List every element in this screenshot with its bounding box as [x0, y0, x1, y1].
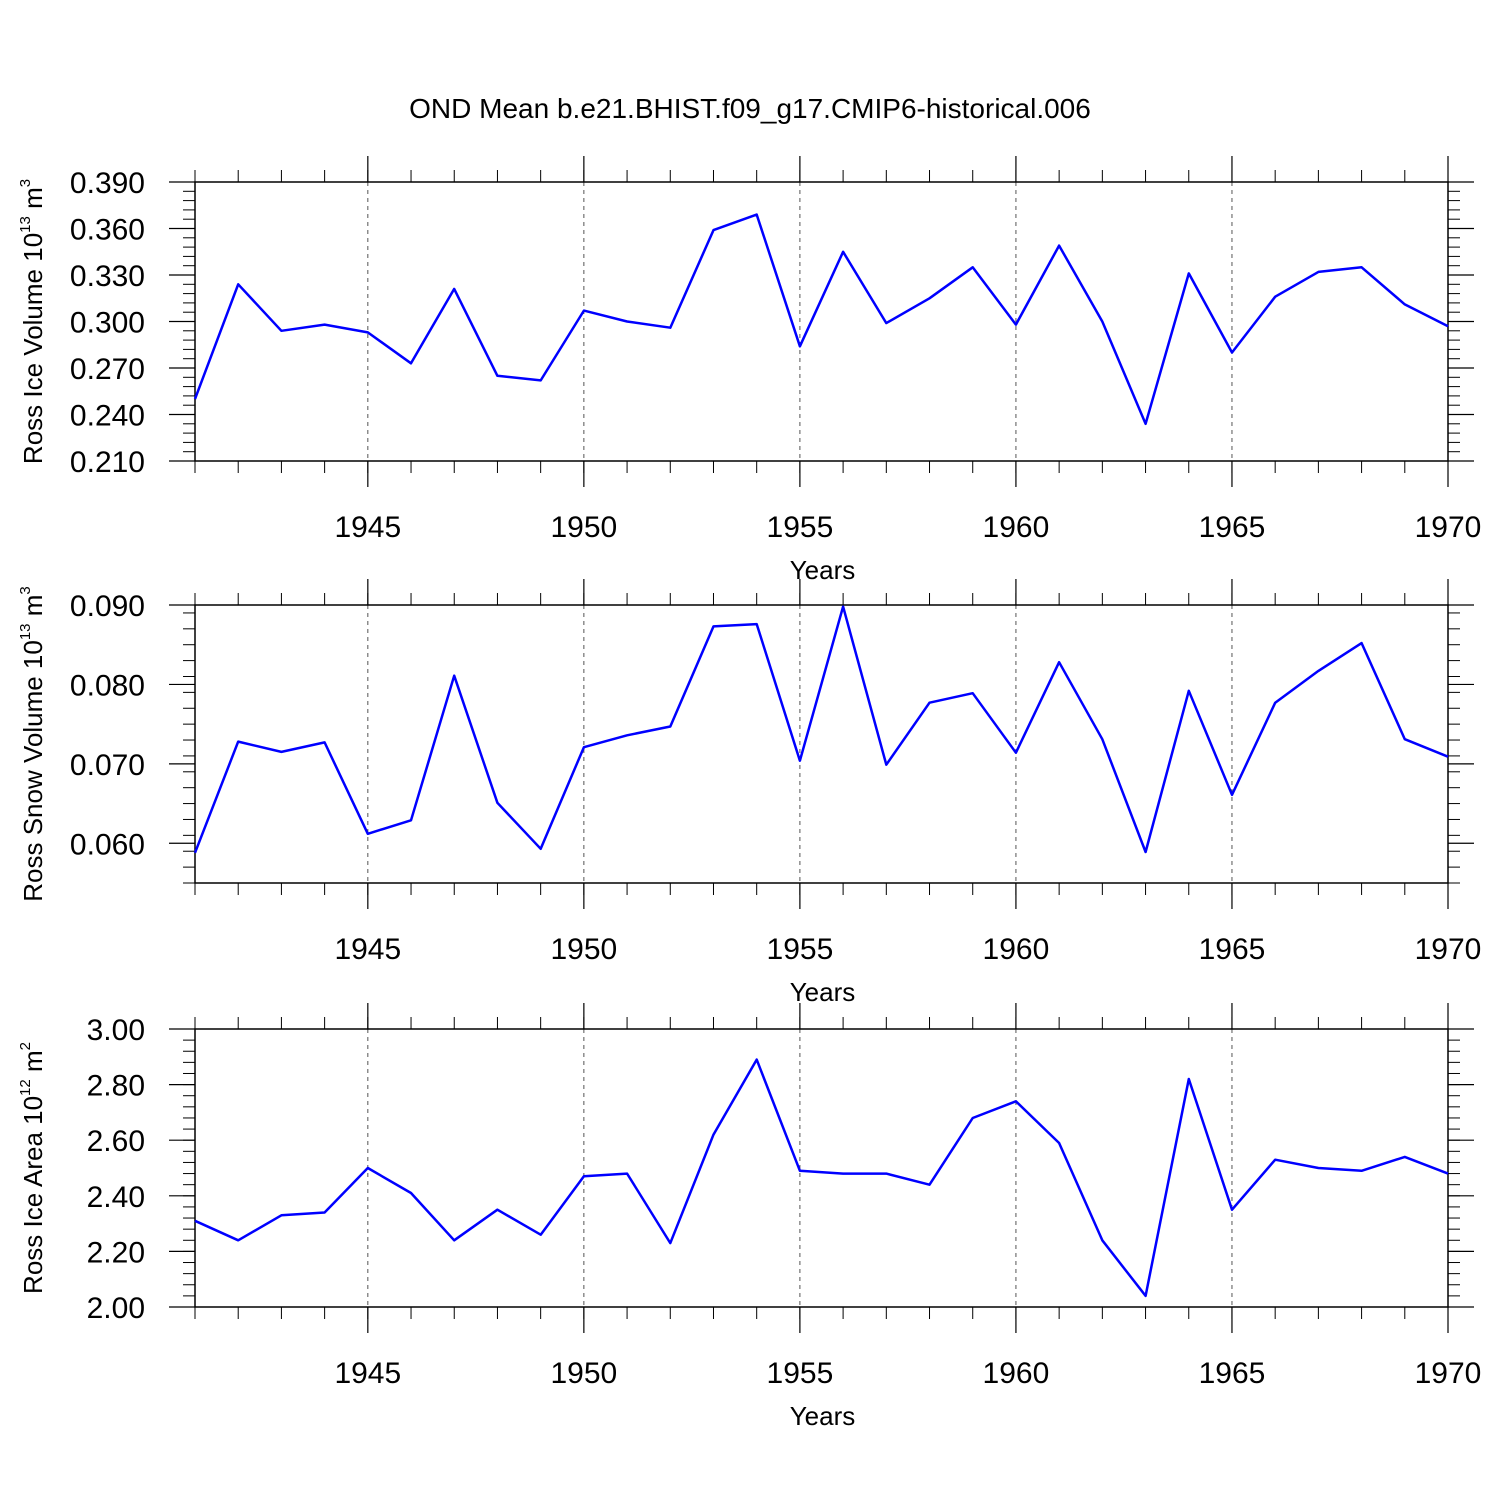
chart-panel-2: 1945 1950 1955 1960 1965 1970 0.060 0.070 0.080 0… [17, 579, 1481, 1007]
y-axis-title: Ross Snow Volume 1013 m3 [17, 586, 48, 902]
x-tick-label: 1950 [550, 511, 617, 544]
y-tick-label: 2.80 [87, 1070, 145, 1103]
y-axis-title-exponent: 12 [17, 1079, 34, 1096]
y-tick-label: 0.330 [70, 260, 145, 293]
y-tick-label: 0.270 [70, 353, 145, 386]
y-axis-title-text: Ross Ice Area 10 [18, 1096, 48, 1294]
y-tick-label: 2.60 [87, 1125, 145, 1158]
x-tick-label: 1950 [550, 933, 617, 966]
x-tick-label: 1960 [983, 511, 1050, 544]
chart-panel-1: 1945 1950 1955 1960 1965 1970 0.210 0.240 0.270 0… [17, 156, 1481, 585]
x-tick-label: 1970 [1415, 1357, 1482, 1390]
y-tick-label: 0.240 [70, 400, 145, 433]
series-line [194, 1058, 1449, 1298]
x-tick-label: 1955 [767, 1357, 834, 1390]
chart-panel-3: 1945 1950 1955 1960 1965 1970 2.00 2.20 2.40 2.60… [17, 1003, 1481, 1431]
series-line [193, 213, 1449, 426]
figure-title: OND Mean b.e21.BHIST.f09_g17.CMIP6-histo… [409, 93, 1091, 124]
x-tick-label: 1945 [334, 511, 401, 544]
y-tick-label: 0.060 [70, 828, 145, 861]
x-tick-label: 1965 [1199, 511, 1266, 544]
x-axis-title: Years [790, 1401, 856, 1431]
x-tick-label: 1965 [1199, 933, 1266, 966]
x-tick-label: 1955 [767, 933, 834, 966]
y-tick-label: 3.00 [87, 1014, 145, 1047]
y-axis-title-text: Ross Snow Volume 10 [18, 640, 48, 902]
x-tick-label: 1970 [1415, 511, 1482, 544]
x-axis-title: Years [790, 977, 856, 1007]
y-axis-title: Ross Ice Volume 1013 m3 [17, 179, 48, 464]
x-tick-label: 1955 [767, 511, 834, 544]
y-axis-title-exponent: 13 [17, 216, 34, 233]
y-tick-label: 2.00 [87, 1292, 145, 1325]
series-line [193, 605, 1449, 854]
x-tick-label: 1970 [1415, 933, 1482, 966]
x-tick-label: 1960 [983, 933, 1050, 966]
y-axis-title-exponent: 13 [17, 623, 34, 640]
y-tick-label: 0.300 [70, 307, 145, 340]
y-tick-label: 0.390 [70, 167, 145, 200]
y-axis-title-unit-exponent: 3 [17, 586, 34, 594]
plot-frame [194, 181, 1449, 462]
x-axis-title: Years [790, 555, 856, 585]
y-tick-label: 0.360 [70, 214, 145, 247]
y-axis-title-unit: m [18, 187, 48, 216]
y-axis-title-unit-exponent: 2 [17, 1042, 34, 1050]
y-tick-label: 0.070 [70, 749, 145, 782]
y-axis-title-text: Ross Ice Volume 10 [18, 233, 48, 464]
y-axis-title-unit-exponent: 3 [17, 179, 34, 187]
x-tick-label: 1945 [334, 1357, 401, 1390]
x-tick-label: 1965 [1199, 1357, 1266, 1390]
x-tick-label: 1960 [983, 1357, 1050, 1390]
y-tick-label: 0.210 [70, 446, 145, 479]
y-tick-label: 2.40 [87, 1181, 145, 1214]
x-tick-label: 1950 [550, 1357, 617, 1390]
y-tick-label: 0.080 [70, 669, 145, 702]
y-tick-label: 2.20 [87, 1236, 145, 1269]
y-axis-title: Ross Ice Area 1012 m2 [17, 1042, 48, 1294]
plot-frame [194, 604, 1449, 884]
panels: 1945 1950 1955 1960 1965 1970 0.210 0.240 0.270 0… [17, 156, 1481, 1431]
y-axis-title-unit: m [18, 1050, 48, 1079]
y-tick-label: 0.090 [70, 590, 145, 623]
y-axis-title-unit: m [18, 595, 48, 624]
plot-frame [194, 1028, 1449, 1308]
x-tick-label: 1945 [334, 933, 401, 966]
